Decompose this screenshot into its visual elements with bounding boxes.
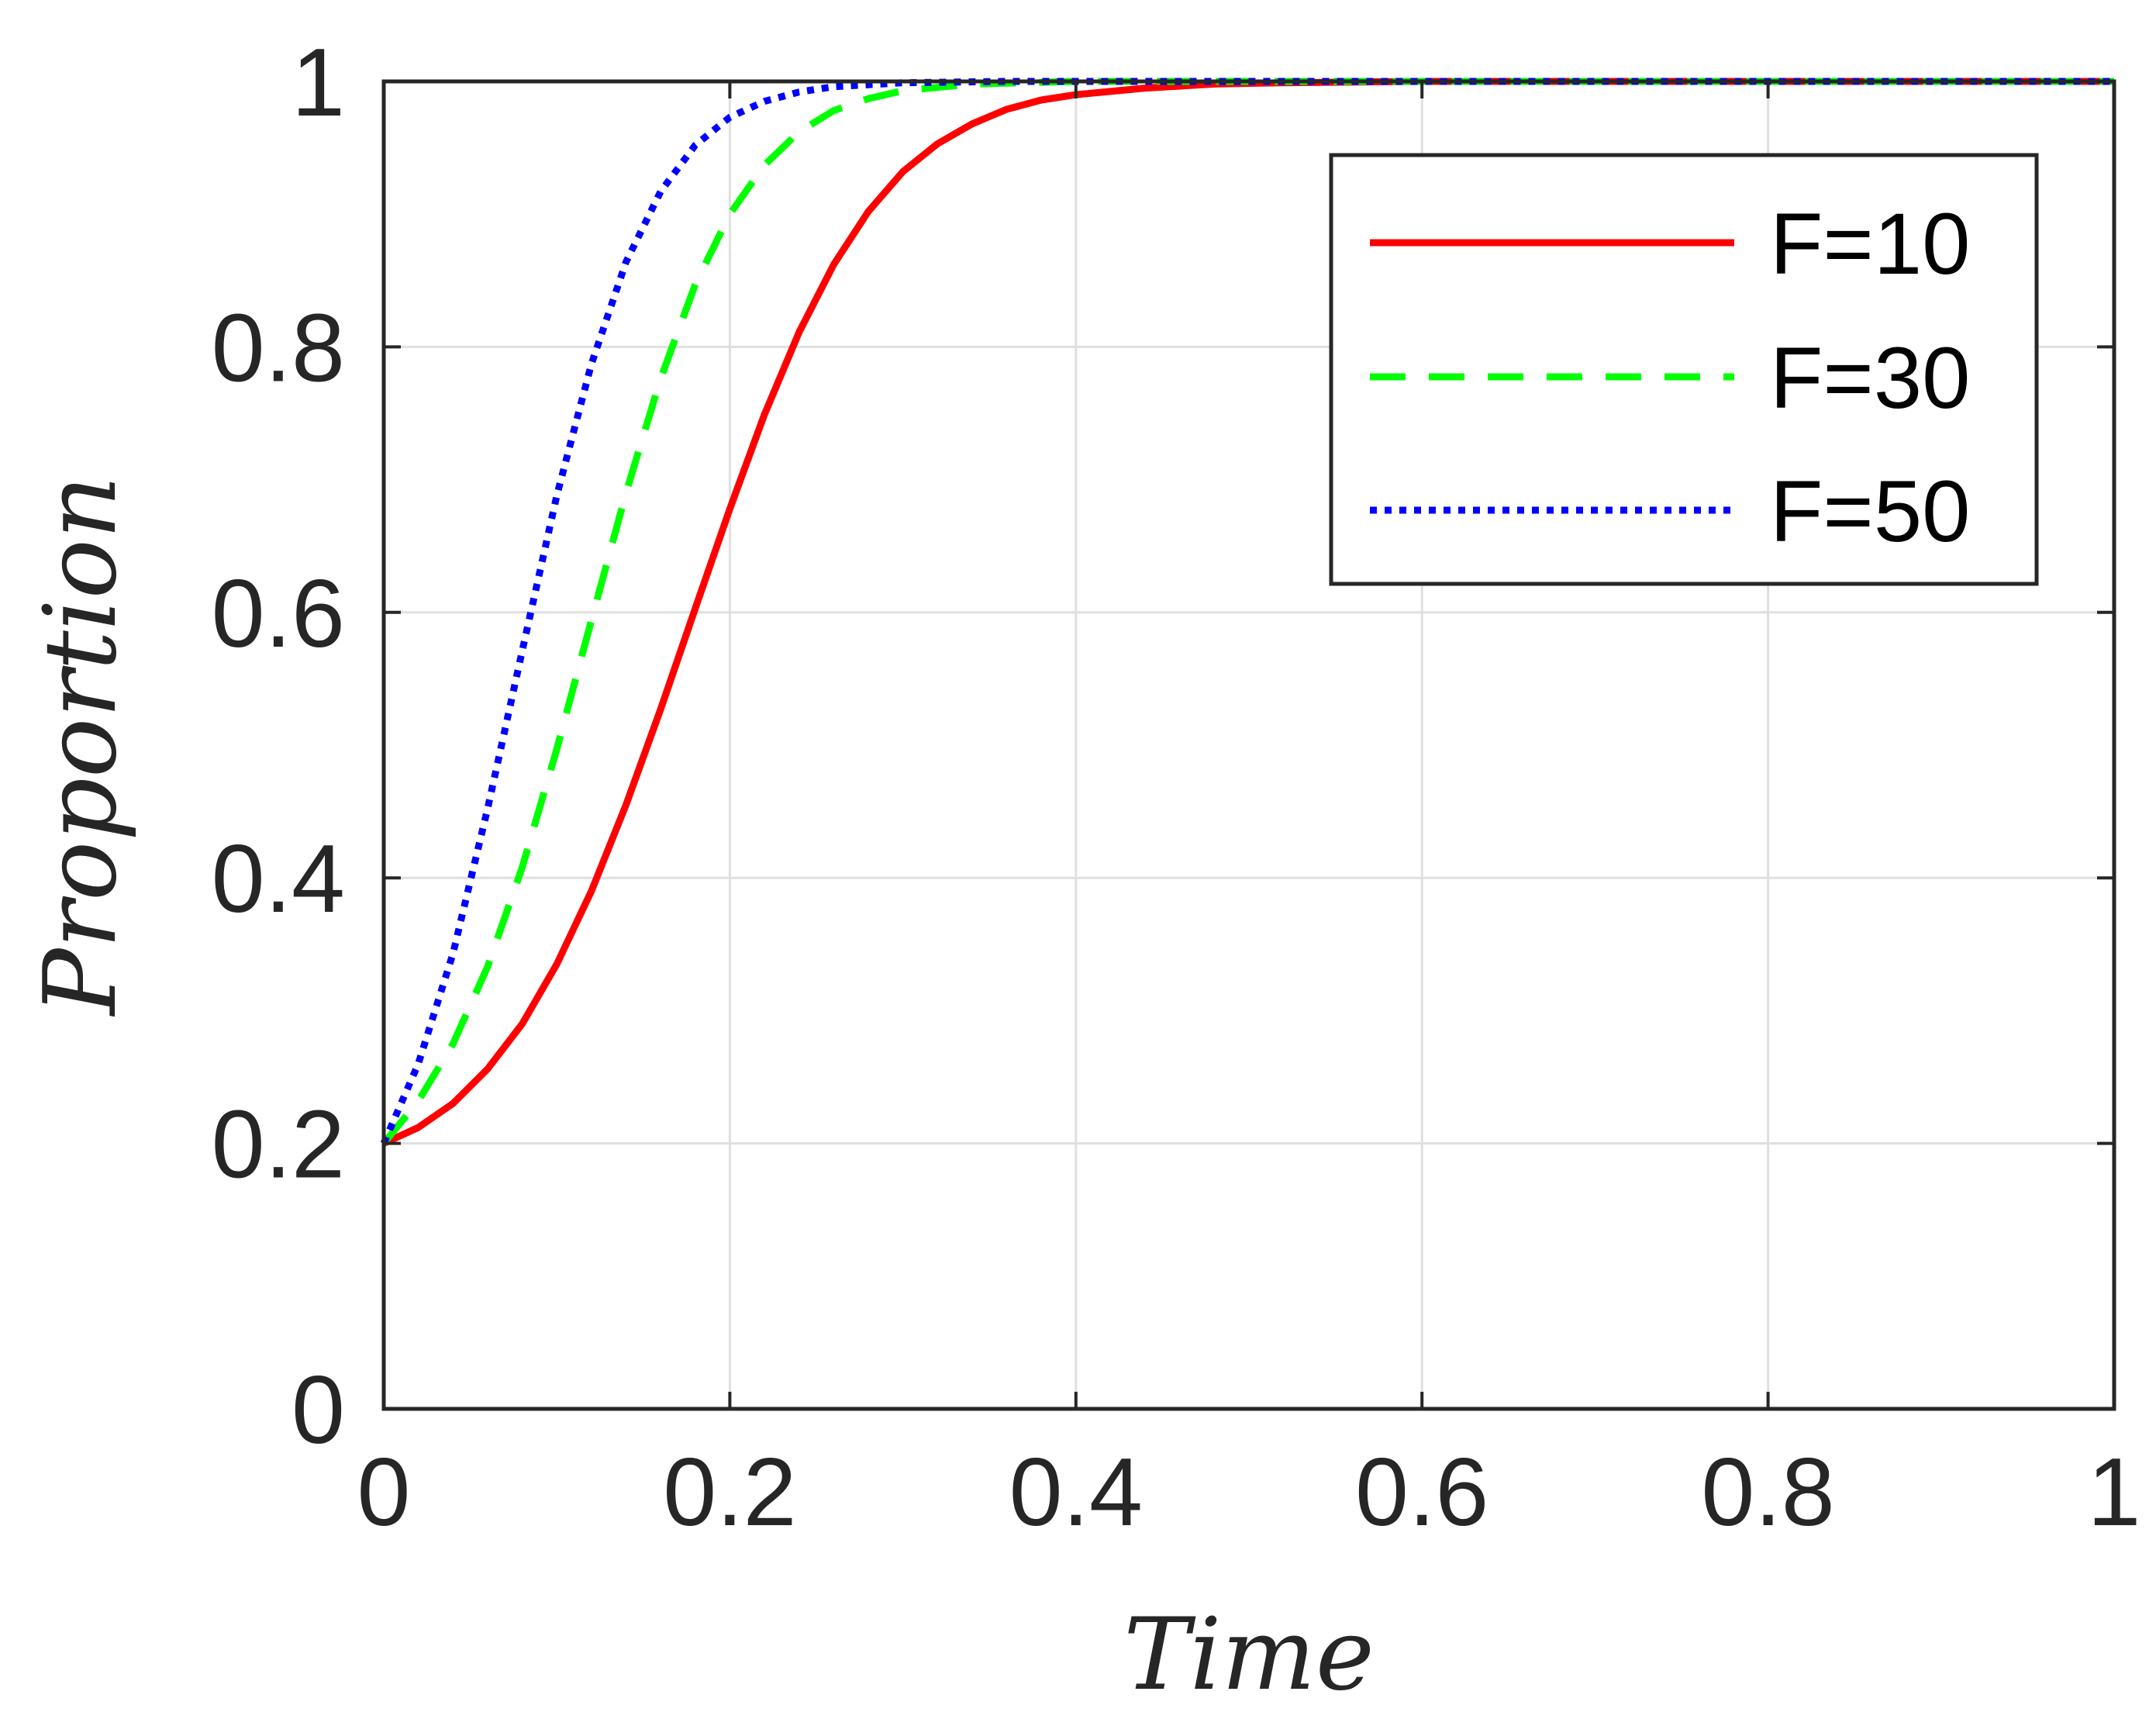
y-axis-title: Proportion — [23, 475, 139, 1017]
x-tick-label: 0.6 — [1355, 1439, 1489, 1546]
y-tick-label: 0 — [291, 1357, 345, 1464]
y-tick-label: 0.6 — [212, 561, 345, 668]
x-axis-title: Time — [1123, 1597, 1374, 1713]
legend-label: F=30 — [1770, 330, 1970, 426]
y-tick-label: 0.4 — [212, 826, 345, 933]
axes-box — [381, 79, 2116, 1411]
x-tick-label: 0.8 — [1701, 1439, 1834, 1546]
x-tick-label: 1 — [2088, 1439, 2141, 1546]
ticks — [382, 80, 2116, 1410]
legend-label: F=50 — [1770, 463, 1970, 560]
legend: F=10 F=30 F=50 — [1329, 153, 2039, 586]
legend-items: F=10 F=30 F=50 — [1370, 195, 1970, 560]
x-tick-label: 0.2 — [663, 1439, 796, 1546]
y-tick-label: 1 — [291, 29, 345, 136]
x-tick-label: 0 — [357, 1439, 411, 1546]
y-tick-label: 0.2 — [212, 1092, 345, 1199]
y-tick-label: 0.8 — [212, 295, 345, 402]
x-tick-labels: 0 0.2 0.4 0.6 0.8 1 — [357, 1439, 2141, 1546]
legend-label: F=10 — [1770, 195, 1970, 292]
y-tick-labels: 0 0.2 0.4 0.6 0.8 1 — [212, 29, 345, 1464]
x-tick-label: 0.4 — [1009, 1439, 1143, 1546]
